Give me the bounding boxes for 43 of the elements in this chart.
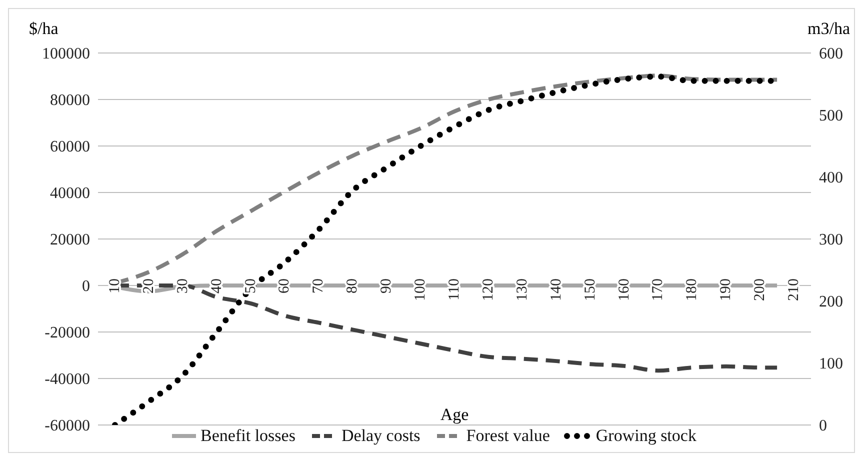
- x-tick-label: 10: [106, 278, 123, 294]
- y-tick-label: 40000: [50, 185, 90, 202]
- y2-tick-label: 0: [819, 418, 827, 435]
- y-tick-label: -60000: [44, 418, 90, 435]
- x-tick-label: 80: [344, 278, 361, 294]
- y2-tick-label: 500: [819, 108, 843, 125]
- x-tick-label: 180: [684, 278, 700, 301]
- x-tick-label: 90: [378, 278, 395, 294]
- x-tick-label: 20: [140, 278, 157, 294]
- y2-tick-label: 100: [819, 356, 843, 373]
- y-tick-label: 80000: [50, 92, 90, 110]
- y2-tick-label: 600: [819, 46, 843, 63]
- x-tick-label: 140: [548, 278, 564, 301]
- y-tick-label: 20000: [50, 232, 90, 249]
- legend-label: Forest value: [465, 426, 550, 446]
- x-tick-label: 60: [276, 278, 293, 294]
- x-tick-label: 210: [786, 278, 802, 301]
- x-tick-label: 50: [242, 278, 259, 294]
- y-tick-label: 60000: [50, 138, 90, 156]
- x-tick-label: 200: [752, 278, 768, 301]
- y-tick-label: -40000: [44, 371, 90, 388]
- x-tick-label: 70: [310, 278, 327, 294]
- x-tick-label: 190: [718, 278, 734, 301]
- x-tick-label: 130: [514, 278, 530, 301]
- x-tick-label: 110: [446, 278, 462, 300]
- x-tick-label: 30: [174, 278, 191, 294]
- x-tick-label: 100: [412, 278, 429, 301]
- x-tick-label: 160: [616, 278, 632, 301]
- x-axis-title: Age: [439, 405, 470, 425]
- y-tick-label: 100000: [42, 46, 90, 63]
- y2-axis-title: m3/ha: [808, 19, 850, 39]
- y-axis-title: $/ha: [29, 19, 58, 39]
- x-tick-label: 170: [650, 278, 666, 301]
- y-tick-label: 0: [82, 278, 90, 296]
- y-tick-label: -20000: [44, 324, 90, 342]
- x-tick-label: 40: [208, 278, 225, 294]
- x-tick-label: 150: [582, 278, 598, 301]
- legend-label: Delay costs: [340, 426, 420, 446]
- legend-label: Benefit losses: [200, 426, 296, 446]
- y2-tick-label: 400: [819, 170, 843, 187]
- y2-tick-label: 300: [819, 232, 843, 249]
- legend-label: Growing stock: [594, 426, 696, 446]
- x-tick-label: 120: [480, 278, 496, 301]
